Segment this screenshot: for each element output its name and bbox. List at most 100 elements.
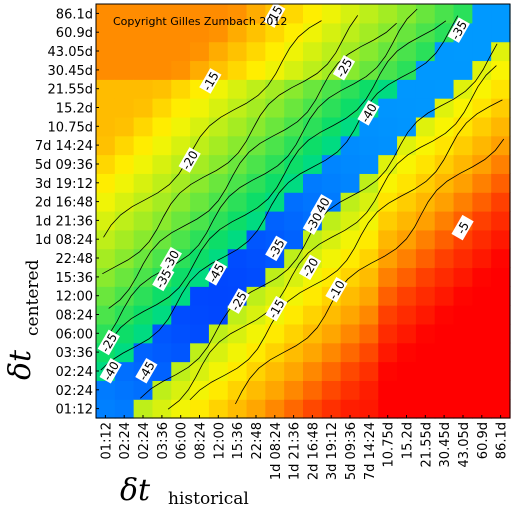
heatmap-cell (284, 361, 304, 381)
heatmap-cell (397, 361, 417, 381)
heatmap-cell (114, 248, 135, 269)
heatmap-cell (415, 41, 436, 62)
heatmap-cell (303, 22, 323, 43)
contour-line (109, 8, 418, 334)
heatmap-cell (284, 211, 304, 231)
plot-frame (95, 3, 511, 419)
heatmap-cell (114, 173, 135, 193)
heatmap-cell (246, 4, 266, 24)
heatmap-cell (303, 323, 323, 344)
heatmap-cell (434, 98, 455, 118)
heatmap-cell (227, 229, 248, 250)
contour-line (102, 15, 359, 275)
heatmap-cell (472, 342, 492, 363)
heatmap-cell (171, 380, 191, 400)
heatmap-cell (96, 22, 116, 43)
contour-label-background (265, 235, 288, 262)
heatmap-cell (321, 98, 342, 118)
y-tick-label: 5d 09:36 (35, 158, 93, 173)
x-tick-label: 22:48 (250, 422, 265, 459)
heatmap-cell (472, 361, 492, 381)
heatmap-cell (378, 79, 398, 99)
heatmap-cell (227, 211, 248, 231)
x-tick-label: 43.05d (457, 422, 472, 467)
heatmap-cell (359, 229, 379, 250)
y-tick-label: 06:00 (56, 327, 93, 342)
heatmap-cell (453, 154, 473, 174)
heatmap-cell (152, 22, 172, 43)
heatmap-cell (378, 116, 398, 137)
heatmap-cell (415, 192, 436, 212)
heatmap-cell (472, 22, 492, 43)
heatmap-cell (227, 22, 248, 43)
heatmap-cell (190, 135, 210, 156)
x-tick-label: 2d 16:48 (306, 422, 321, 480)
heatmap-cell (133, 305, 154, 325)
heatmap-cell (133, 4, 154, 24)
heatmap-cell (472, 229, 492, 250)
heatmap-cell (265, 211, 285, 231)
heatmap-cell (265, 173, 285, 193)
heatmap-cell (434, 323, 455, 344)
heatmap-cell (397, 79, 417, 99)
heatmap-cell (284, 4, 304, 24)
heatmap-cell (246, 154, 266, 174)
y-axis-symbol: δt (3, 349, 38, 380)
heatmap-cell (114, 229, 135, 250)
heatmap-cell (434, 305, 455, 325)
heatmap-cell (321, 211, 342, 231)
heatmap-cell (340, 154, 361, 174)
heatmap-cell (453, 380, 473, 400)
heatmap-cell (491, 192, 511, 212)
heatmap-cell (415, 60, 436, 80)
x-tick-label: 21.55d (419, 422, 434, 467)
heatmap-cell (171, 79, 191, 99)
heatmap-cell (114, 135, 135, 156)
heatmap-cell (491, 4, 511, 24)
heatmap-cell (359, 22, 379, 43)
heatmap-cell (378, 380, 398, 400)
heatmap-cell (227, 323, 248, 344)
copyright-notice: Copyright Gilles Zumbach 2012 (113, 15, 287, 28)
contour-label-background (451, 214, 474, 241)
y-tick-label: 3d 19:12 (35, 177, 93, 192)
y-tick-label: 60.9d (56, 26, 93, 41)
y-tick-label: 15.2d (56, 102, 93, 117)
x-tick-label: 1d 08:24 (269, 422, 284, 480)
heatmap-cell (265, 79, 285, 99)
heatmap-cell (453, 173, 473, 193)
heatmap-cell (340, 305, 361, 325)
heatmap-cell (133, 323, 154, 344)
contour-label-background (199, 68, 222, 94)
heatmap-cell (415, 211, 436, 231)
heatmap-cell (378, 192, 398, 212)
heatmap-cell (491, 305, 511, 325)
heatmap-cell (340, 399, 361, 419)
heatmap-cell (397, 41, 417, 62)
heatmap-cell (246, 267, 266, 287)
heatmap-cell (303, 98, 323, 118)
y-tick-label: 1d 21:36 (35, 214, 93, 229)
heatmap-cell (152, 286, 172, 306)
x-axis-symbol: δt (120, 473, 151, 508)
heatmap-cell (96, 192, 116, 212)
heatmap-cell (227, 173, 248, 193)
heatmap-cell (378, 4, 398, 24)
heatmap-cell (491, 60, 511, 80)
x-tick-label: 60.9d (476, 422, 491, 459)
heatmap-cell (133, 380, 154, 400)
heatmap-cell (152, 305, 172, 325)
heatmap-cell (133, 154, 154, 174)
y-tick-label: 43.05d (48, 45, 93, 60)
y-tick-label: 08:24 (56, 309, 93, 324)
heatmap-cell (284, 60, 304, 80)
heatmap-cell (190, 60, 210, 80)
heatmap-cell (96, 154, 116, 174)
heatmap-cell (152, 361, 172, 381)
heatmap-cell (321, 323, 342, 344)
heatmap-cell (340, 380, 361, 400)
y-tick-label: 30.45d (48, 64, 93, 79)
heatmap-cell (415, 361, 436, 381)
heatmap-cell (96, 98, 116, 118)
heatmap-cell (397, 229, 417, 250)
